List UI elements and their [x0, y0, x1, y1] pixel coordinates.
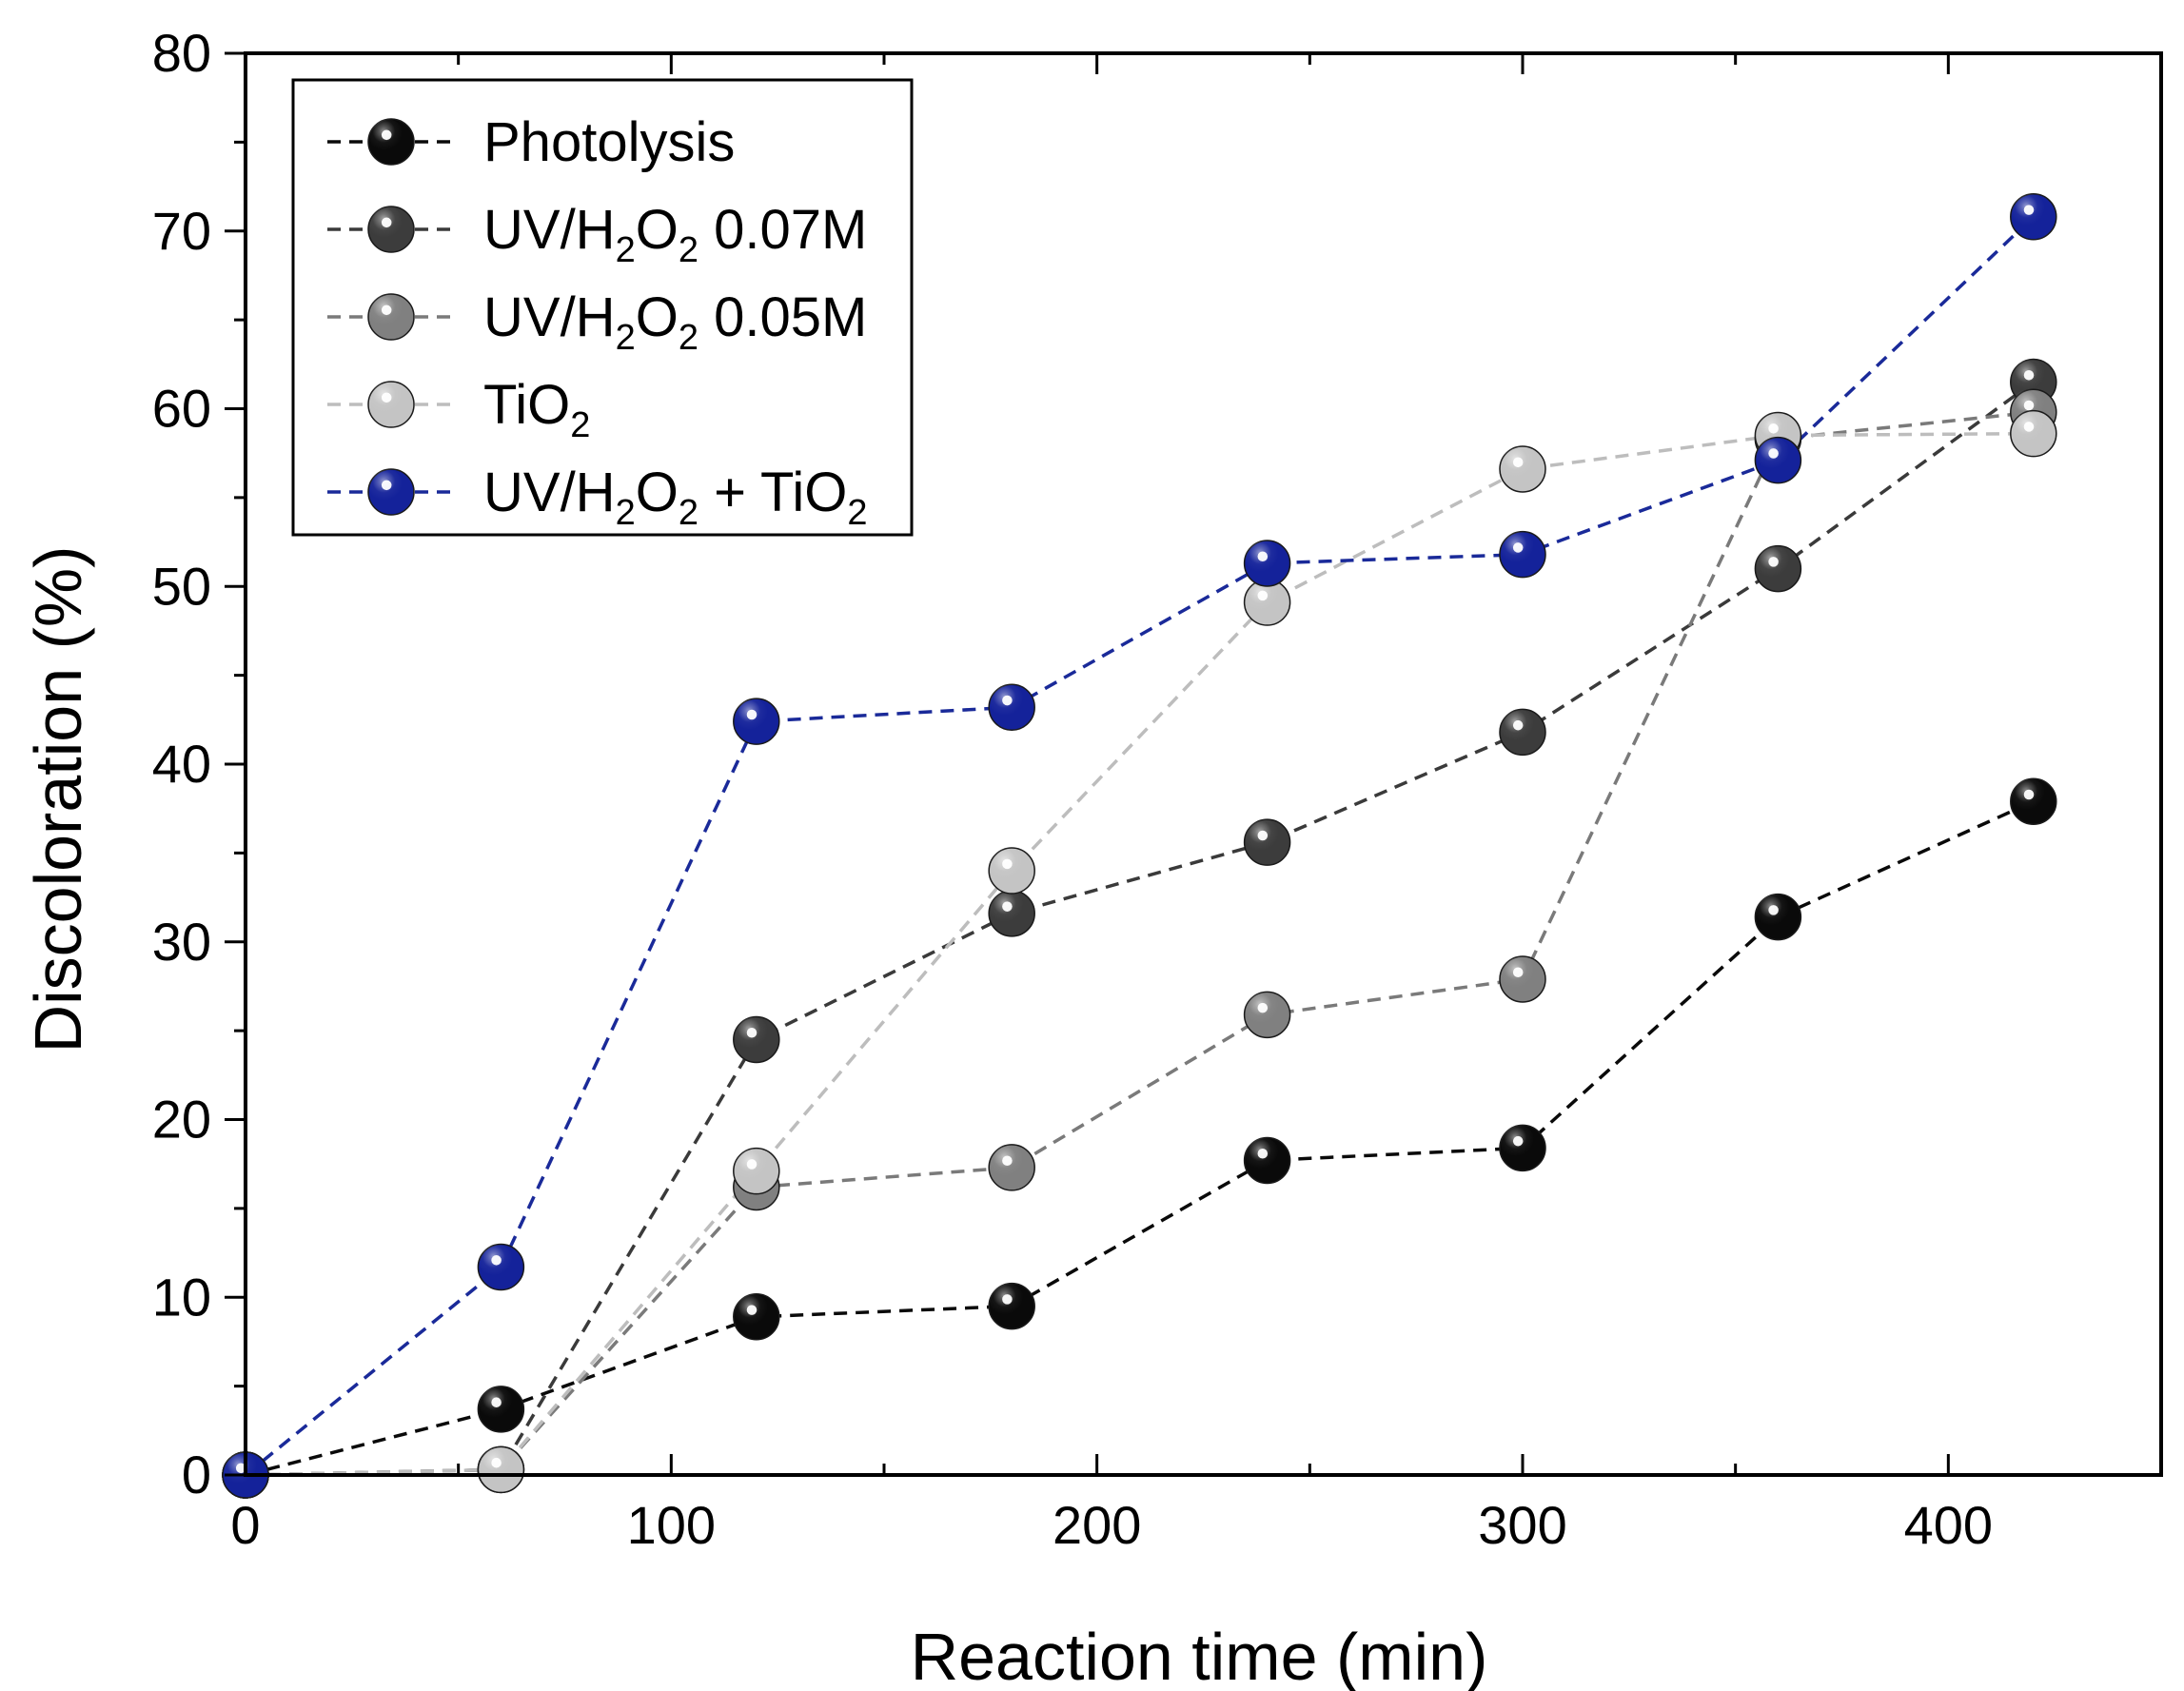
data-point [988, 847, 1035, 895]
y-tick-label: 80 [152, 23, 211, 83]
legend-item: Photolysis [327, 111, 735, 173]
data-point [477, 1386, 525, 1433]
y-axis-label: Discoloration (%) [21, 546, 95, 1053]
legend-label: TiO2 [483, 374, 590, 445]
y-tick-label: 20 [152, 1090, 211, 1150]
series-line [245, 799, 2035, 1477]
data-point [1243, 540, 1291, 587]
x-tick-label: 400 [1904, 1495, 1993, 1555]
series-markers-5 [222, 193, 2057, 1499]
series-4 [245, 431, 2034, 1477]
legend: Photolysis UV/H2O2 0.07M UV/H2O2 0.05M TiO… [291, 78, 914, 537]
y-tick-label: 70 [152, 201, 211, 261]
series-markers-4 [222, 409, 2057, 1499]
y-tick-label: 30 [152, 912, 211, 972]
legend-label: Photolysis [483, 111, 735, 173]
x-tick-label: 0 [230, 1495, 260, 1555]
legend-item: TiO2 [327, 374, 590, 445]
legend-label: UV/H2O2 0.07M [483, 199, 867, 270]
series-layer [222, 193, 2057, 1499]
data-point [1754, 544, 1802, 593]
data-point [988, 683, 1035, 731]
legend-swatch-marker [367, 206, 415, 253]
legend-swatch-marker [367, 118, 415, 166]
data-point [1243, 579, 1291, 626]
legend-item: UV/H2O2 + TiO2 [327, 462, 867, 533]
data-point [1499, 445, 1546, 493]
data-point [733, 1015, 780, 1064]
legend-item: UV/H2O2 0.07M [327, 199, 867, 270]
data-point [988, 1144, 1035, 1191]
y-tick-label: 60 [152, 379, 211, 439]
data-point [2010, 193, 2057, 241]
x-tick-label: 100 [627, 1495, 716, 1555]
axes: 0 100 200 300 400 0 10 20 30 40 50 60 70 80 [152, 23, 2163, 1555]
y-tick-label: 0 [182, 1445, 211, 1504]
data-point [1499, 708, 1546, 757]
series-markers-1 [222, 777, 2057, 1499]
legend-swatch-marker [367, 293, 415, 341]
data-point [477, 1445, 525, 1494]
data-point [2010, 777, 2057, 825]
x-axis-label: Reaction time (min) [911, 1620, 1488, 1691]
data-point [1243, 1136, 1291, 1185]
data-point [2010, 409, 2057, 458]
y-tick-label: 10 [152, 1267, 211, 1327]
data-point [733, 1293, 780, 1341]
series-1 [245, 799, 2035, 1477]
legend-swatch-marker [367, 381, 415, 428]
data-point [1499, 530, 1546, 579]
y-tick-label: 50 [152, 556, 211, 616]
data-point [1243, 818, 1291, 866]
data-point [477, 1243, 525, 1291]
data-point [733, 698, 780, 745]
data-point [733, 1147, 780, 1195]
data-point [988, 890, 1035, 937]
series-line [245, 410, 2034, 1477]
x-tick-label: 200 [1053, 1495, 1141, 1555]
data-point [1754, 893, 1802, 941]
data-point [1499, 955, 1546, 1003]
series-line [245, 381, 2035, 1477]
series-3 [245, 410, 2034, 1477]
legend-swatch-marker [367, 468, 415, 516]
legend-item: UV/H2O2 0.05M [327, 286, 867, 358]
series-line [245, 431, 2034, 1477]
y-tick-label: 40 [152, 734, 211, 794]
data-point [988, 1282, 1035, 1330]
data-point [1499, 1124, 1546, 1172]
legend-label: UV/H2O2 + TiO2 [483, 462, 867, 533]
data-point [1754, 436, 1802, 484]
x-tick-label: 300 [1478, 1495, 1566, 1555]
legend-label: UV/H2O2 0.05M [483, 286, 867, 358]
series-2 [245, 381, 2035, 1477]
data-point [1243, 991, 1291, 1039]
